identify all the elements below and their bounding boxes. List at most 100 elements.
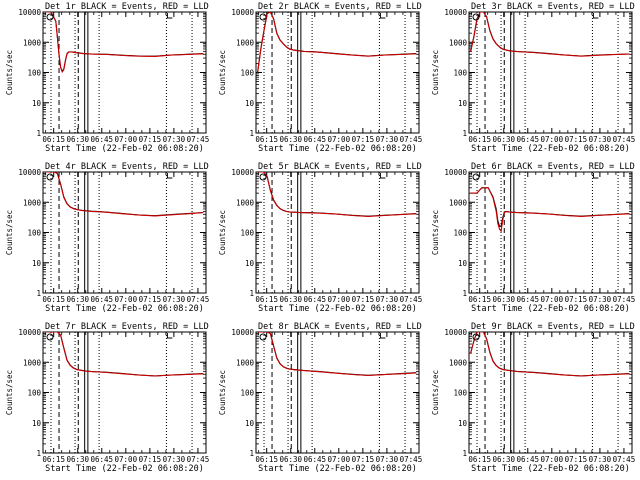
- plot-frame: [255, 331, 420, 454]
- x-tick-label: 07:15: [139, 135, 162, 144]
- plot-frame: [255, 11, 420, 134]
- x-tick-label: 07:30: [376, 295, 399, 304]
- y-tick-label: 1: [36, 289, 41, 298]
- y-tick-label: 1000: [449, 358, 468, 367]
- x-tick-label: 06:30: [492, 295, 515, 304]
- y-tick-label: 10: [458, 419, 468, 428]
- chart-title: Det 7r BLACK = Events, RED = LLD: [45, 322, 209, 332]
- y-tick-label: 100: [240, 69, 254, 78]
- chart-panel-6: Det 6r BLACK = Events, RED = LLD 1 10 100 10…: [431, 162, 635, 314]
- x-tick-label: 06:15: [255, 295, 278, 304]
- chart-title: Det 3r BLACK = Events, RED = LLD: [471, 2, 635, 12]
- y-axis-label: Counts/sec: [5, 50, 14, 95]
- series-line-events: [257, 332, 417, 376]
- chart-panel-3: Det 3r BLACK = Events, RED = LLD 1 10 100 10…: [431, 2, 635, 154]
- series-line-events: [470, 12, 630, 57]
- y-tick-label: 10000: [231, 328, 254, 337]
- symbol-marker: [259, 173, 267, 181]
- x-tick-label: 06:30: [492, 135, 515, 144]
- symbol-marker: [259, 333, 267, 341]
- y-axis-label: Counts/sec: [218, 210, 227, 255]
- y-tick-label: 100: [240, 389, 254, 398]
- chart-panel-2: Det 2r BLACK = Events, RED = LLD 1 10 100 10…: [218, 2, 422, 154]
- series-line-lld: [470, 187, 630, 233]
- x-tick-label: 07:15: [139, 295, 162, 304]
- series-group: [470, 332, 630, 377]
- x-tick-label: 07:00: [328, 135, 351, 144]
- x-tick-label: 06:45: [516, 135, 539, 144]
- series-line-lld: [44, 172, 204, 217]
- y-tick-label: 10000: [18, 168, 41, 177]
- y-tick-label: 10: [32, 259, 42, 268]
- x-tick-label: 07:15: [352, 135, 375, 144]
- series-line-events: [470, 187, 630, 227]
- symbol-marker: [592, 333, 599, 339]
- plot-frame: [468, 11, 633, 134]
- symbol-marker: [46, 333, 54, 341]
- y-tick-label: 10: [245, 99, 255, 108]
- series-line-events: [470, 332, 630, 377]
- y-tick-label: 10: [458, 99, 468, 108]
- y-tick-label: 1: [462, 129, 467, 138]
- x-tick-label: 06:15: [468, 295, 491, 304]
- x-tick-label: 06:30: [66, 295, 89, 304]
- x-tick-label: 07:00: [115, 295, 138, 304]
- y-tick-label: 1: [249, 449, 254, 458]
- series-group: [44, 332, 204, 377]
- y-tick-label: 100: [27, 229, 41, 238]
- marker-lines: [263, 172, 406, 293]
- x-tick-label: 07:00: [541, 135, 564, 144]
- series-group: [470, 12, 630, 57]
- y-tick-label: 1000: [236, 358, 255, 367]
- series-line-lld: [44, 12, 204, 74]
- series-group: [44, 172, 204, 217]
- y-tick-label: 1: [36, 449, 41, 458]
- marker-lines: [50, 332, 193, 453]
- x-tick-label: 07:30: [163, 295, 186, 304]
- symbol-marker: [46, 173, 54, 181]
- chart-title: Det 2r BLACK = Events, RED = LLD: [258, 2, 422, 12]
- y-tick-label: 1000: [23, 198, 42, 207]
- x-tick-label: 06:45: [90, 455, 113, 464]
- series-line-lld: [257, 332, 417, 377]
- y-axis-label: Counts/sec: [5, 210, 14, 255]
- y-tick-label: 10000: [18, 328, 41, 337]
- x-tick-label: 07:00: [115, 455, 138, 464]
- y-tick-label: 1: [462, 449, 467, 458]
- x-tick-label: 07:15: [565, 135, 588, 144]
- y-tick-label: 1000: [236, 38, 255, 47]
- y-axis-label: Counts/sec: [5, 370, 14, 415]
- y-tick-label: 100: [453, 389, 467, 398]
- y-tick-label: 100: [240, 229, 254, 238]
- y-tick-label: 10000: [444, 8, 467, 17]
- x-tick-label: 07:15: [139, 455, 162, 464]
- x-tick-label: 07:00: [328, 295, 351, 304]
- y-tick-label: 10000: [231, 8, 254, 17]
- y-axis-label: Counts/sec: [218, 50, 227, 95]
- x-axis-label: Start Time (22-Feb-02 06:08:20): [45, 144, 204, 154]
- x-tick-label: 07:45: [187, 455, 210, 464]
- symbol-marker: [592, 173, 599, 179]
- marker-lines: [476, 332, 619, 453]
- x-tick-label: 06:45: [90, 135, 113, 144]
- x-tick-label: 07:30: [376, 455, 399, 464]
- chart-panel-8: Det 8r BLACK = Events, RED = LLD 1 10 100 10…: [218, 322, 422, 474]
- y-tick-label: 10000: [18, 8, 41, 17]
- x-tick-label: 06:15: [255, 455, 278, 464]
- x-axis-label: Start Time (22-Feb-02 06:08:20): [45, 304, 204, 314]
- x-tick-label: 06:45: [516, 455, 539, 464]
- x-tick-label: 06:45: [516, 295, 539, 304]
- x-tick-label: 06:15: [468, 135, 491, 144]
- x-tick-label: 06:45: [303, 135, 326, 144]
- symbol-marker: [379, 333, 386, 339]
- x-axis-label: Start Time (22-Feb-02 06:08:20): [471, 144, 630, 154]
- chart-title: Det 9r BLACK = Events, RED = LLD: [471, 322, 635, 332]
- x-tick-label: 07:30: [589, 295, 612, 304]
- chart-title: Det 5r BLACK = Events, RED = LLD: [258, 162, 422, 172]
- x-axis-label: Start Time (22-Feb-02 06:08:20): [471, 304, 630, 314]
- y-tick-label: 10: [32, 419, 42, 428]
- y-tick-label: 1000: [23, 38, 42, 47]
- y-tick-label: 1000: [23, 358, 42, 367]
- chart-title: Det 4r BLACK = Events, RED = LLD: [45, 162, 209, 172]
- marker-lines: [50, 12, 193, 133]
